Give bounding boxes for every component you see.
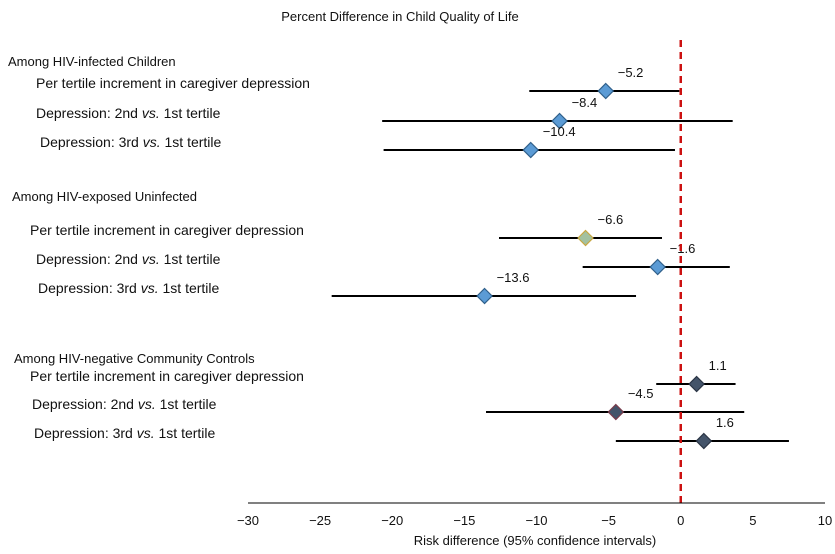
- estimate-marker: [649, 258, 667, 276]
- labels-layer: Among HIV-infected Children Per tertile i…: [8, 54, 310, 441]
- x-tick-label: −20: [381, 513, 403, 528]
- value-label: 1.1: [709, 358, 727, 373]
- value-label: −5.2: [618, 65, 644, 80]
- row-label-text: Per tertile increment in caregiver depre…: [36, 75, 310, 91]
- row-label: Per tertile increment in caregiver depre…: [30, 222, 304, 238]
- row-label-text: 1st tertile: [156, 396, 217, 412]
- x-tick-label: −15: [453, 513, 475, 528]
- x-axis: −30 −25 −20 −15 −10 −5 0 5 10: [237, 502, 832, 528]
- row-label-text: Depression: 2nd: [32, 396, 138, 412]
- row-label-text: Depression: 2nd: [36, 105, 142, 121]
- row-label-italic: vs.: [142, 105, 160, 121]
- estimate-marker: [577, 229, 594, 247]
- row-label: Depression: 3rd vs. 1st tertile: [38, 280, 220, 296]
- row-label-text: Depression: 3rd: [34, 425, 137, 441]
- value-label: 1.6: [716, 415, 734, 430]
- row-label-text: 1st tertile: [155, 425, 216, 441]
- value-label: −1.6: [670, 241, 696, 256]
- row-label: Per tertile increment in caregiver depre…: [30, 368, 304, 384]
- row-label: Depression: 3rd vs. 1st tertile: [34, 425, 216, 441]
- value-label: −8.4: [572, 95, 598, 110]
- estimate-marker: [597, 82, 615, 100]
- x-axis-title: Risk difference (95% confidence interval…: [414, 533, 657, 548]
- value-label: −4.5: [628, 386, 654, 401]
- estimate-marker: [695, 432, 713, 450]
- group-label: Among HIV-exposed Uninfected: [12, 189, 197, 204]
- row-label: Depression: 3rd vs. 1st tertile: [40, 134, 222, 150]
- row-label-text: Per tertile increment in caregiver depre…: [30, 368, 304, 384]
- row-label-italic: vs.: [138, 396, 156, 412]
- estimate-marker: [476, 287, 493, 305]
- row-label-text: Depression: 2nd: [36, 251, 142, 267]
- x-tick-label: 5: [749, 513, 756, 528]
- row-label-italic: vs.: [141, 280, 159, 296]
- chart-title: Percent Difference in Child Quality of L…: [281, 9, 519, 24]
- row-label-italic: vs.: [142, 251, 160, 267]
- row-label-text: 1st tertile: [161, 134, 222, 150]
- x-tick-label: −5: [601, 513, 616, 528]
- value-label: −10.4: [543, 124, 576, 139]
- row-label: Depression: 2nd vs. 1st tertile: [32, 396, 217, 412]
- x-tick-label: −30: [237, 513, 259, 528]
- group-label: Among HIV-negative Community Controls: [14, 351, 255, 366]
- x-tick-label: −10: [525, 513, 547, 528]
- estimate-marker: [688, 375, 705, 393]
- value-label: −13.6: [497, 270, 530, 285]
- row-label: Depression: 2nd vs. 1st tertile: [36, 251, 221, 267]
- estimate-marker: [522, 141, 540, 159]
- row-label-italic: vs.: [137, 425, 155, 441]
- x-tick-label: −25: [309, 513, 331, 528]
- estimate-marker: [551, 112, 568, 130]
- row-label-text: 1st tertile: [159, 280, 220, 296]
- row-label-text: 1st tertile: [160, 251, 221, 267]
- x-tick-label: 0: [677, 513, 684, 528]
- group-label: Among HIV-infected Children: [8, 54, 176, 69]
- row-label-text: Depression: 3rd: [38, 280, 141, 296]
- estimate-marker: [607, 403, 625, 421]
- row-label-text: Per tertile increment in caregiver depre…: [30, 222, 304, 238]
- row-label: Depression: 2nd vs. 1st tertile: [36, 105, 221, 121]
- value-label: −6.6: [598, 212, 624, 227]
- x-tick-label: 10: [818, 513, 832, 528]
- marks-layer: −5.2 −8.4 −10.4 −6.6 −1.6 −13.6 1.1 −4.5 1.6: [331, 40, 789, 503]
- row-label-text: 1st tertile: [160, 105, 221, 121]
- row-label-text: Depression: 3rd: [40, 134, 143, 150]
- row-label-italic: vs.: [143, 134, 161, 150]
- row-label: Per tertile increment in caregiver depre…: [36, 75, 310, 91]
